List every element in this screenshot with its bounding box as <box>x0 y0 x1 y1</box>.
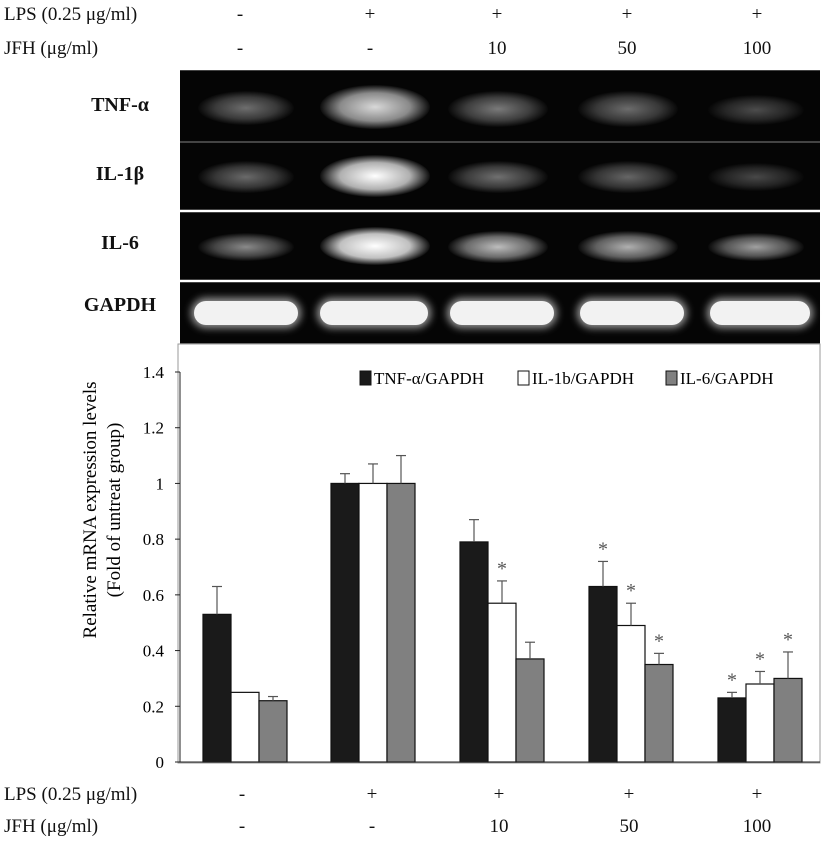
y-axis: 0 0.2 0.4 0.6 0.8 1 1.2 1.4 <box>143 363 181 770</box>
gel-label-il1b: IL-1β <box>95 163 145 185</box>
gel-band <box>198 91 294 125</box>
significance-star: * <box>497 558 507 580</box>
y-axis-label: Relative mRNA expression levels <box>80 382 101 639</box>
bar <box>230 691 260 763</box>
gel-band <box>448 231 548 263</box>
bottom-lps-value: - <box>238 784 246 805</box>
bottom-lps-label: LPS (0.25 μg/ml) <box>4 784 138 805</box>
gel-strip-il1b <box>180 142 820 210</box>
bar <box>644 663 674 763</box>
bottom-lps-value: + <box>493 784 505 805</box>
bars-group: * * * * * * * <box>180 454 820 763</box>
bar <box>616 624 646 763</box>
gel-band <box>448 91 548 127</box>
bar <box>386 482 416 763</box>
gel-band <box>194 301 298 325</box>
significance-star: * <box>755 648 765 670</box>
bottom-lps-value: + <box>751 784 763 805</box>
bar <box>330 482 360 763</box>
bottom-lps-value: + <box>623 784 635 805</box>
legend-label: TNF-α/GAPDH <box>374 369 484 388</box>
bar <box>588 585 618 763</box>
y-tick-label: 1 <box>156 474 165 493</box>
gel-band <box>578 231 678 263</box>
bar <box>358 482 388 763</box>
bar <box>459 541 489 763</box>
gel-band <box>320 85 430 129</box>
bottom-jfh-value: 100 <box>742 816 772 837</box>
top-jfh-row: JFH (μg/ml) - - 10 50 100 <box>0 36 827 66</box>
y-tick-label: 0.6 <box>143 586 164 605</box>
gel-strip-gapdh <box>180 282 820 344</box>
bottom-jfh-value: 50 <box>619 816 639 837</box>
gel-label-il6: IL-6 <box>101 232 139 254</box>
bar <box>487 602 517 763</box>
bottom-jfh-row: JFH (μg/ml) - - 10 50 100 <box>0 814 827 844</box>
bottom-lps-value: + <box>366 784 378 805</box>
significance-star: * <box>727 669 737 691</box>
top-lps-label: LPS (0.25 μg/ml) <box>4 4 138 25</box>
bar <box>717 697 747 763</box>
bottom-jfh-label: JFH (μg/ml) <box>4 816 99 837</box>
y-tick-label: 1.2 <box>143 419 164 438</box>
bar <box>202 613 232 763</box>
legend-swatch <box>665 370 678 386</box>
significance-star: * <box>783 629 793 651</box>
top-jfh-value: - <box>366 38 374 59</box>
top-lps-value: - <box>236 4 244 25</box>
top-jfh-label: JFH (μg/ml) <box>4 38 99 59</box>
bottom-jfh-value: - <box>238 816 246 837</box>
gel-band <box>198 233 294 261</box>
bottom-lps-row: LPS (0.25 μg/ml) - + + + + <box>0 782 827 812</box>
legend-swatch <box>359 370 372 386</box>
top-lps-value: + <box>621 4 633 25</box>
bar-chart: 0 0.2 0.4 0.6 0.8 1 1.2 1.4 * * * * * * * TNF-α/GAPDH… <box>80 343 821 770</box>
top-lps-row: LPS (0.25 μg/ml) - + + + + <box>0 2 827 32</box>
gel-band <box>320 155 430 197</box>
gel-band <box>450 301 554 325</box>
gel-band <box>320 301 428 325</box>
y-tick-label: 1.4 <box>143 363 165 382</box>
gel-band <box>448 161 548 193</box>
top-jfh-value: 100 <box>742 38 772 59</box>
gel-band <box>708 163 804 191</box>
top-jfh-value: 50 <box>617 38 637 59</box>
chart-frame <box>177 343 821 764</box>
gel-band <box>580 301 684 325</box>
y-tick-label: 0.2 <box>143 697 164 716</box>
y-tick-label: 0.8 <box>143 530 164 549</box>
top-lps-value: + <box>491 4 503 25</box>
significance-star: * <box>654 630 664 652</box>
gel-band <box>578 161 678 193</box>
gel-band <box>710 301 810 325</box>
gel-label-gapdh: GAPDH <box>83 294 157 316</box>
gel-band <box>198 161 294 193</box>
gel-band <box>320 227 430 265</box>
top-jfh-value: 10 <box>487 38 507 59</box>
y-axis-label-sub: (Fold of untreat group) <box>104 423 125 598</box>
legend-label: IL-1b/GAPDH <box>532 369 634 388</box>
top-lps-value: + <box>364 4 376 25</box>
legend-label: IL-6/GAPDH <box>680 369 774 388</box>
gel-strip-tnf <box>180 70 820 142</box>
gel-band <box>708 233 804 261</box>
y-tick-label: 0.4 <box>143 642 165 661</box>
bottom-jfh-value: 10 <box>489 816 509 837</box>
bar <box>258 700 288 763</box>
legend: TNF-α/GAPDH IL-1b/GAPDH IL-6/GAPDH <box>359 369 774 388</box>
bar <box>773 677 803 763</box>
legend-swatch <box>517 370 530 386</box>
significance-star: * <box>626 580 636 602</box>
top-jfh-value: - <box>236 38 244 59</box>
gel-band <box>708 95 804 125</box>
y-tick-label: 0 <box>156 753 165 770</box>
gel-label-tnf: TNF-α <box>91 94 149 116</box>
top-lps-value: + <box>751 4 763 25</box>
bottom-jfh-value: - <box>368 816 376 837</box>
gel-band <box>578 91 678 127</box>
significance-star: * <box>598 538 608 560</box>
gel-strip-il6 <box>180 212 820 280</box>
bar <box>515 658 545 763</box>
bar <box>745 683 775 763</box>
